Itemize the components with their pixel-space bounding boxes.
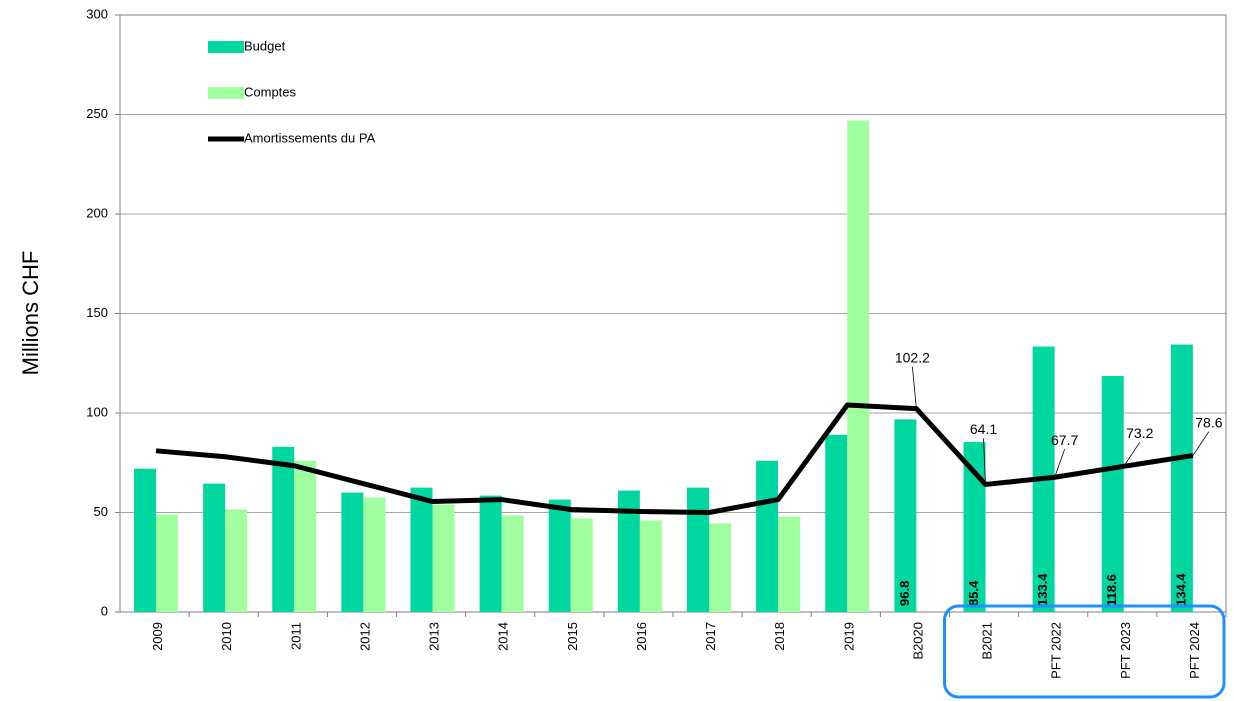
bar [156,514,178,612]
bar [410,487,433,612]
bar [963,442,986,612]
bar [294,460,317,612]
bar [501,515,524,612]
y-tick-label: 250 [86,106,108,121]
legend-swatch [208,87,244,99]
x-tick-label: 2017 [703,622,718,651]
y-axis-title: Millions CHF [18,251,43,376]
x-tick-label: 2010 [219,622,234,651]
line-value-label: 67.7 [1051,432,1078,448]
x-tick-label: 2014 [496,622,511,651]
x-tick-label: 2018 [772,622,787,651]
y-tick-label: 300 [86,6,108,21]
bar [1170,344,1193,612]
bar-value-label: 96.8 [897,581,912,606]
y-tick-label: 150 [86,305,108,320]
x-tick-label: B2021 [980,622,995,660]
bar [570,518,593,612]
line-value-label: 102.2 [895,349,930,365]
label-leader [983,438,986,485]
x-tick-label: PFT 2022 [1049,622,1064,679]
bar [225,509,248,612]
bar-value-label: 118.6 [1104,574,1119,606]
line-value-label: 78.6 [1195,414,1222,430]
x-tick-label: 2013 [427,622,442,651]
bar-value-label: 133.4 [1035,573,1050,606]
bar [203,483,226,612]
bar [639,520,662,612]
bar [617,490,640,612]
bar [272,446,295,612]
legend-label: Comptes [244,84,297,99]
label-leader [1192,431,1210,456]
y-tick-label: 200 [86,205,108,220]
x-tick-label: 2011 [288,622,303,650]
label-leader [1054,449,1066,478]
bar [1101,375,1124,612]
bar [479,495,502,612]
bar [432,504,455,612]
legend-label: Amortissements du PA [244,130,376,145]
x-tick-label: B2020 [910,622,925,660]
x-tick-label: PFT 2023 [1118,622,1133,679]
line-value-label: 73.2 [1126,425,1153,441]
highlight-box [943,604,1226,699]
x-tick-label: 2012 [357,622,372,651]
bar [687,487,709,612]
x-tick-label: 2016 [634,622,649,651]
legend-label: Budget [244,38,286,53]
bar [341,492,364,612]
y-tick-label: 50 [94,504,108,519]
bar-value-label: 85.4 [966,580,981,606]
bar [825,434,848,612]
bar [363,497,386,612]
x-tick-label: 2019 [841,622,856,651]
bar [847,120,870,612]
x-tick-label: 2009 [150,622,165,651]
bar [548,499,571,612]
label-leader [911,366,917,409]
legend-swatch [208,41,244,53]
bar [894,419,917,612]
y-tick-label: 0 [101,603,108,618]
bar [756,460,779,612]
y-tick-label: 100 [86,404,108,419]
line-value-label: 64.1 [970,421,997,437]
x-tick-label: 2015 [565,622,580,651]
bar-value-label: 134.4 [1173,573,1188,606]
bar [134,468,156,612]
bar [709,523,731,612]
label-leader [1123,442,1141,467]
bar [778,516,801,612]
x-tick-label: PFT 2024 [1187,622,1202,679]
line [155,402,1194,515]
